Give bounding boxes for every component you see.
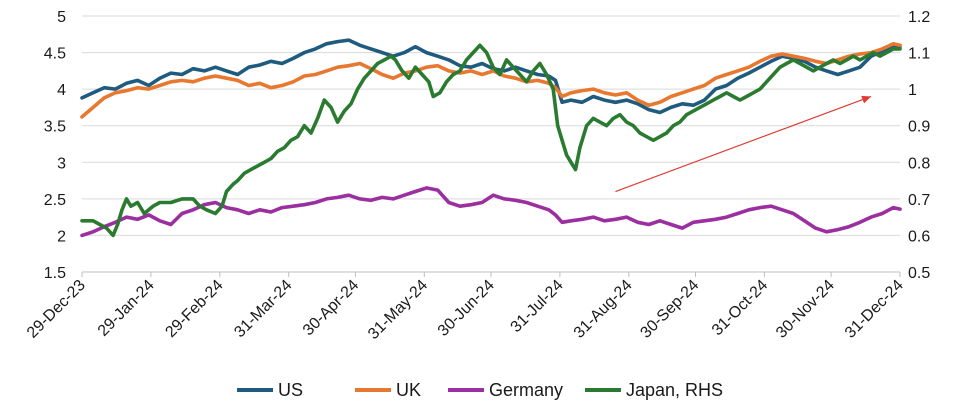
y-tick-label: 4.5 xyxy=(44,46,66,63)
y2-tick-label: 1 xyxy=(908,82,917,99)
y2-tick-label: 0.6 xyxy=(908,228,930,245)
series-line-uk xyxy=(80,42,902,119)
y2-tick-label: 0.9 xyxy=(908,119,930,136)
y-tick-label: 1.5 xyxy=(44,265,66,282)
series-line-us xyxy=(80,38,902,115)
x-tick-label: 31-Dec-24 xyxy=(842,277,907,342)
legend-label: US xyxy=(278,380,303,400)
x-tick-label: 29-Jan-24 xyxy=(95,277,158,340)
legend-label: Germany xyxy=(489,380,563,400)
series-group xyxy=(80,38,902,238)
x-tick-label: 29-Feb-24 xyxy=(162,277,226,341)
y2-tick-label: 0.5 xyxy=(908,265,930,282)
x-tick-label: 30-Jun-24 xyxy=(435,277,498,340)
x-tick-label: 31-Jul-24 xyxy=(508,277,567,336)
x-axis: 29-Dec-23 29-Jan-24 29-Feb-24 31-Mar-24 30-A… xyxy=(24,272,907,343)
x-tick-label: 31-May-24 xyxy=(365,277,431,343)
y-tick-label: 4 xyxy=(57,82,66,99)
x-tick-label: 30-Sep-24 xyxy=(637,277,702,342)
y-tick-label: 3 xyxy=(57,155,66,172)
y2-tick-label: 1.2 xyxy=(908,9,930,26)
y-tick-label: 5 xyxy=(57,9,66,26)
legend-label: UK xyxy=(396,380,421,400)
trend-arrow-line xyxy=(615,95,872,193)
legend-label: Japan, RHS xyxy=(626,380,723,400)
y-tick-label: 2 xyxy=(57,228,66,245)
trend-arrow-head xyxy=(861,95,872,104)
x-tick-label: 31-Mar-24 xyxy=(231,277,295,341)
x-tick-label: 30-Nov-24 xyxy=(773,277,838,342)
gridlines xyxy=(82,15,900,236)
y2-tick-label: 0.8 xyxy=(908,155,930,172)
annotations xyxy=(615,95,872,193)
x-tick-label: 29-Dec-23 xyxy=(24,277,89,342)
y-axis-right: 0.5 0.6 0.7 0.8 0.9 1 1.1 1.2 xyxy=(908,9,930,282)
y2-tick-label: 1.1 xyxy=(908,46,930,63)
series-line-germany xyxy=(80,186,902,238)
y-tick-label: 3.5 xyxy=(44,119,66,136)
legend: US UK Germany Japan, RHS xyxy=(237,380,723,400)
y-axis-left: 1.5 2 2.5 3 3.5 4 4.5 5 xyxy=(44,9,66,282)
x-tick-label: 31-Oct-24 xyxy=(709,277,771,339)
series-line-japan-rhs xyxy=(80,43,902,238)
x-tick-label: 31-Aug-24 xyxy=(571,277,636,342)
y-tick-label: 2.5 xyxy=(44,192,66,209)
y2-tick-label: 0.7 xyxy=(908,192,930,209)
x-tick-label: 30-Apr-24 xyxy=(300,277,362,339)
